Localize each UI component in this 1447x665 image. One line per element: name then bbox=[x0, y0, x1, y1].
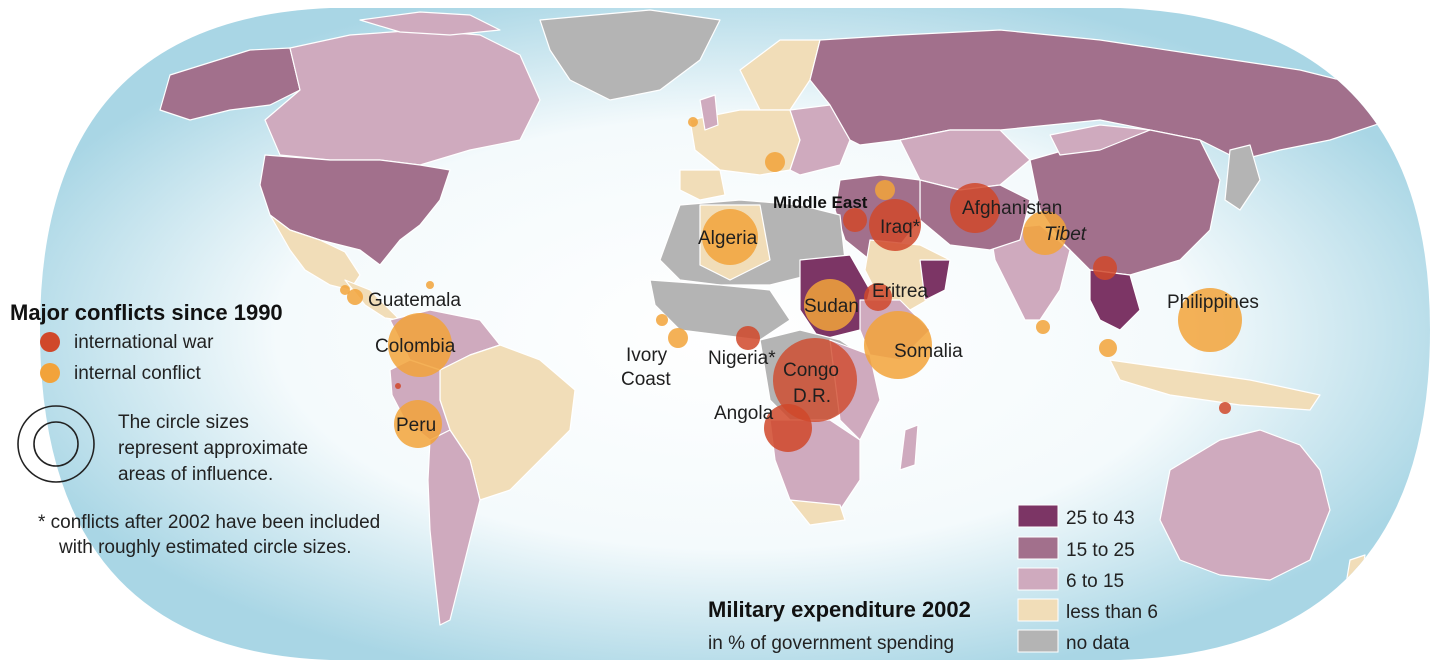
expenditure-legend: 25 to 43 15 to 25 6 to 15 less than 6 no… bbox=[708, 504, 1158, 654]
conflict-afghanistan bbox=[950, 183, 1000, 233]
label-afghanistan: Afghanistan bbox=[962, 198, 1062, 219]
label-congo-1: Congo bbox=[783, 360, 839, 381]
label-somalia: Somalia bbox=[894, 341, 963, 362]
expenditure-legend-title: Military expenditure 2002 bbox=[708, 597, 971, 622]
footnote-line1: * conflicts after 2002 have been include… bbox=[38, 512, 380, 533]
conflict-indonesia-east bbox=[1219, 402, 1231, 414]
conflict-algeria bbox=[702, 209, 758, 265]
circle-note-line3: areas of influence. bbox=[118, 464, 273, 485]
conflict-colombia bbox=[388, 313, 452, 377]
british-isles bbox=[699, 94, 719, 131]
internal-conflict-swatch bbox=[40, 363, 60, 383]
legend-6-15-label: 6 to 15 bbox=[1066, 571, 1124, 592]
label-algeria: Algeria bbox=[698, 228, 758, 249]
southeast-asia bbox=[1089, 269, 1141, 331]
conflict-congo bbox=[773, 338, 857, 422]
conflict-cambodia bbox=[1099, 339, 1117, 357]
international-war-swatch bbox=[40, 332, 60, 352]
australia bbox=[1159, 429, 1331, 581]
conflict-liberia bbox=[656, 314, 668, 326]
swatch-15-25 bbox=[1017, 536, 1059, 560]
swatch-6-15 bbox=[1017, 567, 1059, 591]
conflict-middle-east bbox=[843, 208, 867, 232]
alaska bbox=[159, 47, 301, 121]
japan bbox=[1224, 144, 1261, 211]
conflict-sri-lanka bbox=[1036, 320, 1050, 334]
canada-islands bbox=[359, 11, 501, 36]
conflict-myanmar bbox=[1093, 256, 1117, 280]
conflict-ivory-coast bbox=[668, 328, 688, 348]
conflict-guatemala bbox=[347, 289, 363, 305]
conflict-tibet bbox=[1023, 211, 1067, 255]
conflict-nigeria bbox=[736, 326, 760, 350]
south-africa bbox=[789, 499, 846, 526]
legend-no-data-label: no data bbox=[1066, 633, 1130, 654]
conflict-peru bbox=[394, 400, 442, 448]
label-ivory-coast-1: Ivory bbox=[626, 345, 668, 366]
label-iraq: Iraq* bbox=[880, 217, 921, 238]
footnote-line2: with roughly estimated circle sizes. bbox=[58, 537, 352, 558]
label-guatemala: Guatemala bbox=[368, 290, 461, 311]
conflict-mexico bbox=[340, 285, 350, 295]
label-congo-2: D.R. bbox=[793, 386, 831, 407]
label-tibet: Tibet bbox=[1044, 224, 1087, 245]
oman-yemen bbox=[919, 259, 951, 301]
label-sudan: Sudan bbox=[804, 296, 859, 317]
label-angola: Angola bbox=[714, 403, 774, 424]
conflict-legend-title: Major conflicts since 1990 bbox=[10, 300, 283, 325]
greenland bbox=[539, 9, 721, 101]
internal-conflict-label: internal conflict bbox=[74, 363, 201, 384]
madagascar bbox=[899, 424, 919, 471]
conflict-caucasus bbox=[875, 180, 895, 200]
iberia bbox=[679, 169, 726, 201]
label-middle-east: Middle East bbox=[773, 193, 868, 212]
conflict-legend: Major conflicts since 1990 international… bbox=[10, 300, 380, 558]
conflict-haiti bbox=[426, 281, 434, 289]
conflict-ecuador bbox=[395, 383, 401, 389]
label-ivory-coast-2: Coast bbox=[621, 369, 671, 390]
swatch-no-data bbox=[1017, 629, 1059, 653]
conflict-balkans bbox=[765, 152, 785, 172]
legend-lt6-label: less than 6 bbox=[1066, 602, 1158, 623]
swatch-lt6 bbox=[1017, 598, 1059, 622]
conflict-somalia bbox=[864, 311, 932, 379]
indonesia bbox=[1109, 359, 1321, 411]
conflict-markers bbox=[340, 117, 1242, 452]
conflict-northern-ireland bbox=[688, 117, 698, 127]
label-eritrea: Eritrea bbox=[872, 281, 928, 302]
label-philippines: Philippines bbox=[1167, 292, 1259, 313]
canada bbox=[264, 29, 541, 166]
legend-15-25-label: 15 to 25 bbox=[1066, 540, 1135, 561]
international-war-label: international war bbox=[74, 332, 214, 353]
conflict-sudan bbox=[804, 279, 856, 331]
label-colombia: Colombia bbox=[375, 336, 456, 357]
label-peru: Peru bbox=[396, 415, 436, 436]
conflict-eritrea bbox=[864, 283, 892, 311]
circle-note-line2: represent approximate bbox=[118, 438, 308, 459]
circle-note-line1: The circle sizes bbox=[118, 412, 249, 433]
circle-size-inner-icon bbox=[33, 421, 79, 467]
legend-25-43-label: 25 to 43 bbox=[1066, 508, 1135, 529]
conflict-philippines bbox=[1178, 288, 1242, 352]
conflict-angola bbox=[764, 404, 812, 452]
mongolia bbox=[1049, 124, 1151, 156]
south-cone bbox=[427, 429, 481, 626]
label-nigeria: Nigeria* bbox=[708, 348, 776, 369]
map-labels: Guatemala Colombia Peru Algeria Middle E… bbox=[368, 193, 1259, 436]
swatch-25-43 bbox=[1017, 504, 1059, 528]
circle-size-outer-icon bbox=[17, 405, 95, 483]
conflict-iraq bbox=[869, 199, 921, 251]
expenditure-legend-subtitle: in % of government spending bbox=[708, 633, 954, 654]
mexico bbox=[269, 214, 361, 291]
